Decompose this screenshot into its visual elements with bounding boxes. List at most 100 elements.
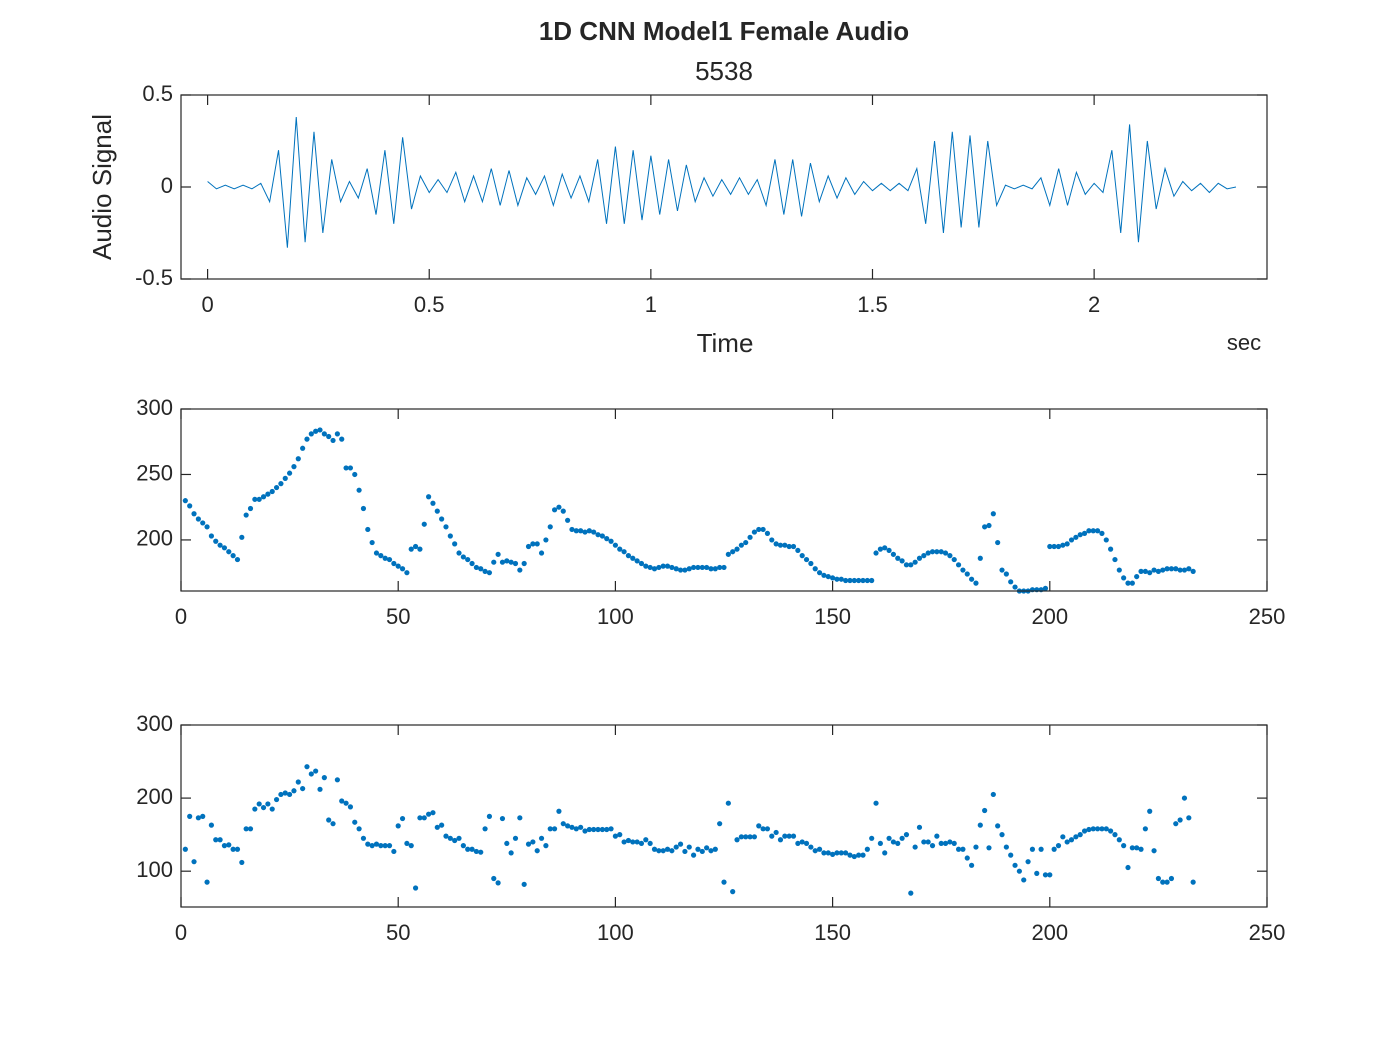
point xyxy=(960,567,966,573)
point xyxy=(1121,575,1127,581)
point xyxy=(895,555,901,561)
point xyxy=(625,553,632,559)
point xyxy=(334,777,340,783)
point xyxy=(612,542,619,548)
point xyxy=(182,846,188,852)
axes-frame xyxy=(180,94,1268,280)
point xyxy=(534,541,540,547)
point xyxy=(1060,542,1066,548)
point xyxy=(986,522,992,529)
point xyxy=(326,433,332,440)
chart-subtitle: 5538 xyxy=(695,56,753,86)
point xyxy=(821,572,827,578)
point xyxy=(1147,808,1153,814)
point xyxy=(1151,848,1157,854)
point xyxy=(1029,846,1036,852)
point xyxy=(734,546,740,552)
point xyxy=(191,511,197,517)
point xyxy=(651,566,658,572)
point xyxy=(660,563,666,569)
point xyxy=(1134,845,1140,851)
point xyxy=(525,543,532,550)
point xyxy=(326,817,332,823)
point xyxy=(1051,543,1057,550)
point xyxy=(243,512,249,518)
y-tick-label: 100 xyxy=(136,857,173,882)
point xyxy=(925,550,931,556)
point xyxy=(730,549,736,555)
point xyxy=(830,575,836,581)
point xyxy=(386,843,393,849)
point xyxy=(834,850,840,856)
point xyxy=(756,526,762,533)
point xyxy=(916,555,923,561)
point xyxy=(239,859,245,866)
point xyxy=(1173,566,1179,572)
point xyxy=(725,800,731,806)
point xyxy=(439,822,445,828)
point xyxy=(582,828,588,834)
point xyxy=(365,526,371,533)
point xyxy=(278,481,284,487)
point xyxy=(460,843,466,849)
point xyxy=(226,549,232,555)
point xyxy=(538,550,545,556)
point xyxy=(313,428,319,434)
point xyxy=(812,566,818,572)
point xyxy=(1094,826,1101,832)
point xyxy=(808,844,814,850)
point xyxy=(530,839,536,845)
point xyxy=(308,431,314,437)
point xyxy=(717,564,723,571)
point xyxy=(630,839,636,845)
point xyxy=(960,846,966,852)
point xyxy=(521,560,527,567)
point xyxy=(1016,868,1022,874)
point xyxy=(421,815,427,821)
point xyxy=(360,505,367,512)
point xyxy=(256,801,262,807)
point xyxy=(469,846,475,852)
point xyxy=(343,465,349,471)
point xyxy=(1003,571,1009,577)
chart-title: 1D CNN Model1 Female Audio xyxy=(539,16,909,46)
point xyxy=(847,852,853,858)
point xyxy=(491,875,497,882)
point xyxy=(573,826,579,832)
point xyxy=(730,889,736,895)
y-tick-label: 200 xyxy=(136,526,173,551)
point xyxy=(356,487,362,493)
point xyxy=(856,852,862,858)
point xyxy=(452,837,458,844)
x-tick-label: 150 xyxy=(814,604,851,629)
point xyxy=(695,846,701,852)
point xyxy=(1099,530,1105,536)
x-tick-label: 1.5 xyxy=(857,292,888,317)
point xyxy=(1086,528,1092,534)
point xyxy=(669,848,675,854)
point xyxy=(1108,828,1114,834)
point xyxy=(1003,844,1009,850)
point xyxy=(382,843,388,849)
point xyxy=(708,566,714,572)
point xyxy=(947,553,953,559)
point xyxy=(890,551,897,557)
point xyxy=(543,843,549,849)
point xyxy=(1186,815,1192,821)
x-tick-label: 0.5 xyxy=(414,292,445,317)
plot-area xyxy=(181,409,1267,591)
point xyxy=(634,558,640,564)
point xyxy=(412,885,419,891)
x-tick-label: 150 xyxy=(814,920,851,945)
point xyxy=(1112,832,1118,838)
point xyxy=(486,570,493,576)
point xyxy=(404,840,410,847)
point xyxy=(495,551,501,557)
point xyxy=(617,546,623,552)
point xyxy=(234,556,241,563)
point xyxy=(895,840,901,847)
point xyxy=(899,558,905,564)
x-tick-label: 250 xyxy=(1249,920,1286,945)
point xyxy=(1186,566,1192,572)
point xyxy=(1099,826,1105,832)
